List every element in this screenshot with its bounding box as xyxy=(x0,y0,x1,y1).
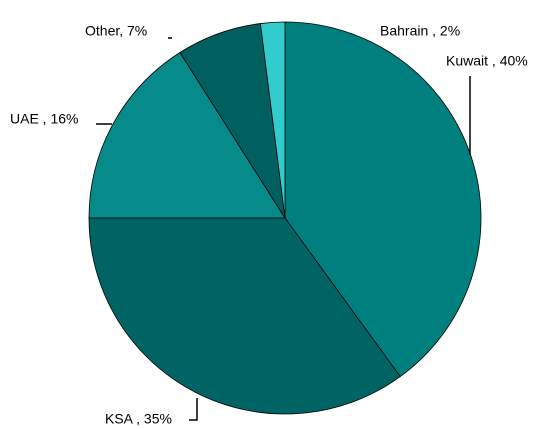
data-label: KSA , 35% xyxy=(105,411,172,427)
data-label: Other, 7% xyxy=(85,23,147,39)
data-label: Bahrain , 2% xyxy=(380,23,460,39)
data-label: Kuwait , 40% xyxy=(446,53,528,69)
leader-line xyxy=(189,398,198,421)
pie-slice xyxy=(88,217,401,415)
data-label: UAE , 16% xyxy=(10,111,78,127)
pie-slice xyxy=(259,21,286,219)
pie-slice xyxy=(284,21,482,378)
pie-slice xyxy=(88,51,286,219)
